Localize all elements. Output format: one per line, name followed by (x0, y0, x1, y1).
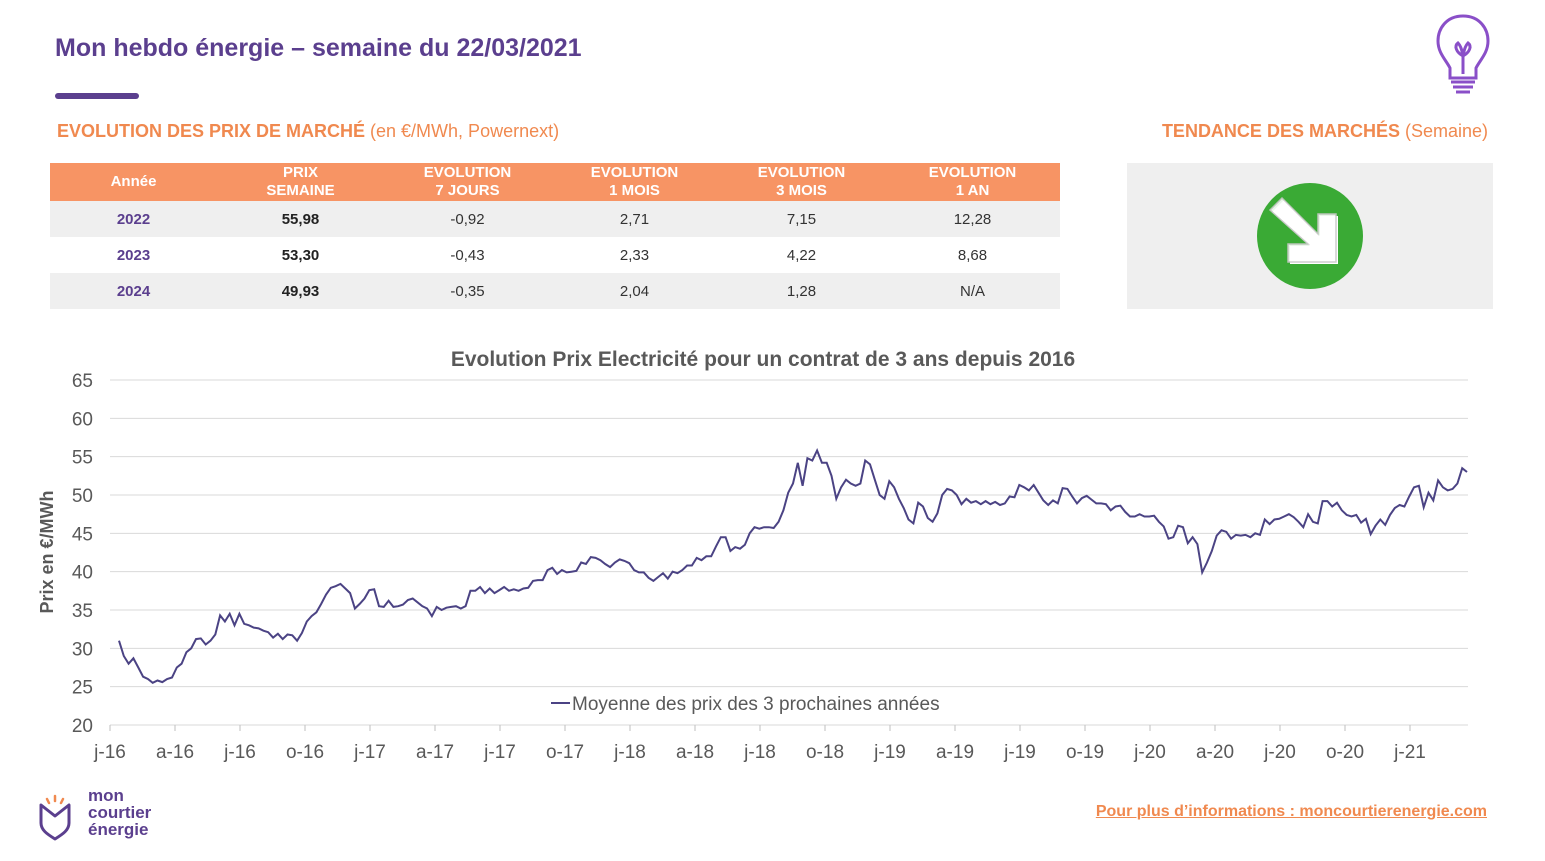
y-tick-label: 35 (72, 601, 93, 622)
cell-evolution-1y: N/A (885, 273, 1060, 309)
table-header-row: Année PRIX SEMAINE EVOLUTION 7 JOURS EVOLU… (50, 163, 1060, 201)
cell-evolution-1y: 8,68 (885, 237, 1060, 273)
cell-year: 2023 (50, 237, 217, 273)
cell-evolution-1m: 2,04 (551, 273, 718, 309)
x-tick-label: j-21 (1393, 742, 1426, 763)
header-price: PRIX SEMAINE (217, 163, 384, 201)
header-evolution-7d: EVOLUTION 7 JOURS (384, 163, 551, 201)
header-year: Année (50, 163, 217, 201)
cell-evolution-3m: 7,15 (718, 201, 885, 237)
y-tick-label: 45 (72, 524, 93, 545)
lightbulb-icon (1436, 14, 1490, 94)
y-tick-label: 60 (72, 409, 93, 430)
header-evolution-1m: EVOLUTION 1 MOIS (551, 163, 718, 201)
y-tick-label: 50 (72, 486, 93, 507)
table-row: 2022 55,98 -0,92 2,71 7,15 12,28 (50, 201, 1060, 237)
cell-evolution-7d: -0,43 (384, 237, 551, 273)
market-prices-section-title: EVOLUTION DES PRIX DE MARCHÉ (en €/MWh, … (57, 121, 560, 141)
down-right-arrow-icon (1257, 183, 1363, 289)
cell-price: 49,93 (217, 273, 384, 309)
title-underline (55, 93, 139, 99)
price-line-chart: Evolution Prix Electricité pour un contr… (37, 348, 1468, 763)
moncourtier-logo (39, 794, 71, 841)
x-tick-label: a-16 (156, 742, 194, 763)
cell-evolution-3m: 1,28 (718, 273, 885, 309)
x-tick-label: a-17 (416, 742, 454, 763)
x-tick-label: o-19 (1066, 742, 1104, 763)
y-axis-label: Prix en €/MWh (37, 490, 57, 613)
table-row: 2024 49,93 -0,35 2,04 1,28 N/A (50, 273, 1060, 309)
x-tick-label: j-19 (1003, 742, 1036, 763)
y-tick-label: 65 (72, 371, 93, 392)
market-trend-section-title: TENDANCE DES MARCHÉS (Semaine) (1161, 121, 1488, 141)
x-tick-label: a-20 (1196, 742, 1234, 763)
x-tick-label: j-20 (1133, 742, 1166, 763)
cell-price: 53,30 (217, 237, 384, 273)
x-tick-label: j-20 (1263, 742, 1296, 763)
y-tick-label: 20 (72, 716, 93, 737)
cell-evolution-7d: -0,35 (384, 273, 551, 309)
chart-gridlines (110, 379, 1468, 726)
x-tick-label: j-18 (613, 742, 646, 763)
series-line (118, 447, 1468, 684)
y-tick-label: 40 (72, 563, 93, 584)
legend-label: Moyenne des prix des 3 prochaines années (572, 694, 940, 715)
x-tick-label: j-16 (93, 742, 126, 763)
logo-text: mon courtier énergie (88, 786, 152, 839)
x-tick-label: o-20 (1326, 742, 1364, 763)
table-row: 2023 53,30 -0,43 2,33 4,22 8,68 (50, 237, 1060, 273)
y-tick-label: 55 (72, 448, 93, 469)
cell-price: 55,98 (217, 201, 384, 237)
header-evolution-1y: EVOLUTION 1 AN (885, 163, 1060, 201)
x-tick-label: j-18 (743, 742, 776, 763)
cell-evolution-7d: -0,92 (384, 201, 551, 237)
x-tick-label: j-17 (483, 742, 516, 763)
x-tick-label: o-16 (286, 742, 324, 763)
price-table: Année PRIX SEMAINE EVOLUTION 7 JOURS EVOLU… (50, 163, 1060, 309)
x-tick-label: j-19 (873, 742, 906, 763)
cell-year: 2024 (50, 273, 217, 309)
market-trend-panel (1127, 163, 1493, 309)
y-tick-label: 30 (72, 639, 93, 660)
cell-evolution-1y: 12,28 (885, 201, 1060, 237)
cell-evolution-3m: 4,22 (718, 237, 885, 273)
x-tick-label: a-18 (676, 742, 714, 763)
x-tick-label: a-19 (936, 742, 974, 763)
cell-year: 2022 (50, 201, 217, 237)
header-evolution-3m: EVOLUTION 3 MOIS (718, 163, 885, 201)
y-tick-label: 25 (72, 678, 93, 699)
y-axis-ticks: 20 25 30 35 40 45 50 55 60 65 (72, 371, 93, 737)
page-title: Mon hebdo énergie – semaine du 22/03/202… (55, 34, 582, 62)
x-axis-ticks: j-16 a-16 j-16 o-16 j-17 a-17 j-17 o-17 j-18 a-18… (93, 725, 1426, 763)
x-tick-label: j-17 (353, 742, 386, 763)
x-tick-label: j-16 (223, 742, 256, 763)
chart-legend: Moyenne des prix des 3 prochaines années (551, 694, 940, 715)
cell-evolution-1m: 2,33 (551, 237, 718, 273)
chart-title: Evolution Prix Electricité pour un contr… (451, 348, 1075, 371)
x-tick-label: o-17 (546, 742, 584, 763)
footer-info-link[interactable]: Pour plus d’informations : moncourtieren… (1095, 803, 1487, 820)
cell-evolution-1m: 2,71 (551, 201, 718, 237)
x-tick-label: o-18 (806, 742, 844, 763)
